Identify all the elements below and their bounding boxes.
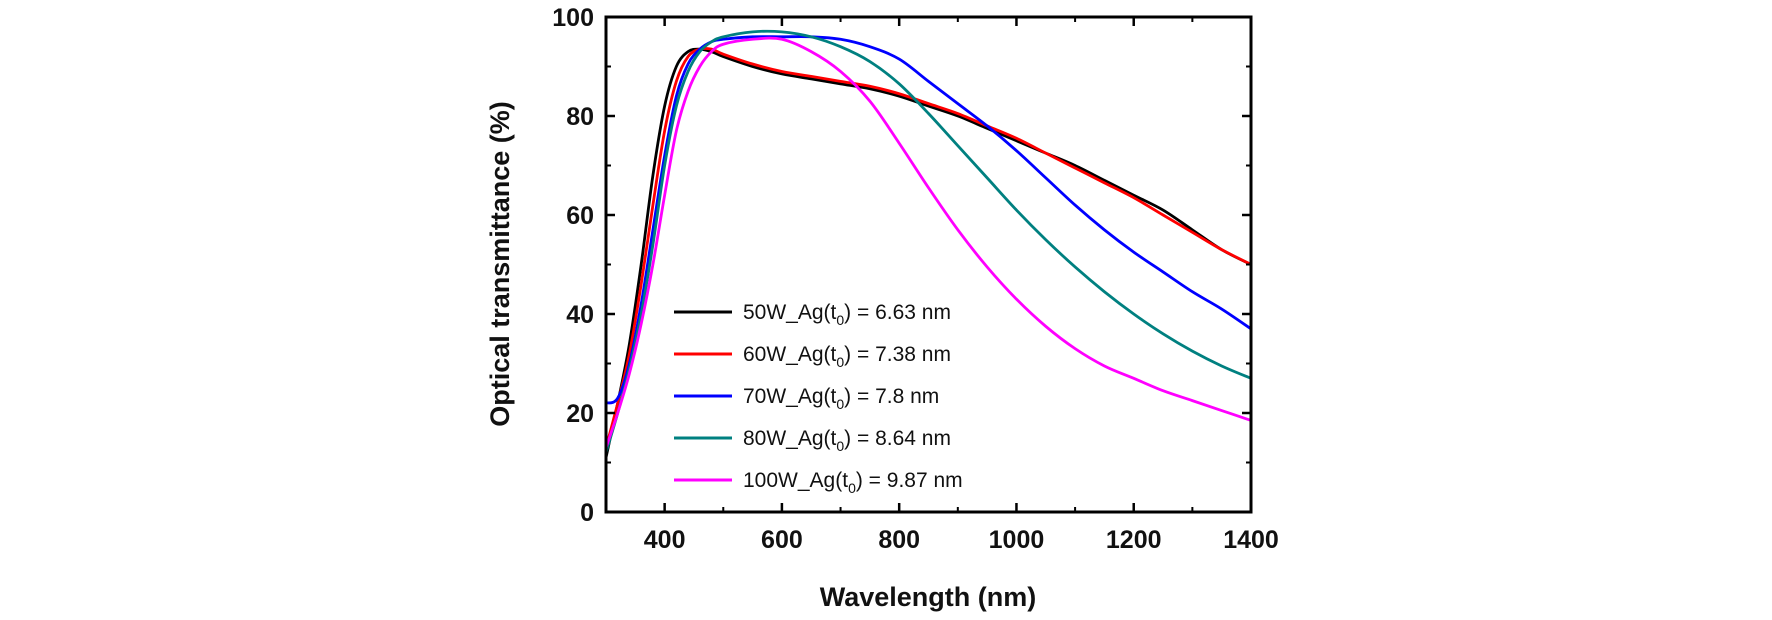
y-tick-label: 100 bbox=[552, 4, 594, 32]
legend-label-subscript: 0 bbox=[836, 396, 844, 412]
legend-label: 50W_Ag(t0) = 6.63 nm bbox=[743, 301, 951, 328]
legend-label-prefix: 60W_Ag(t bbox=[743, 343, 837, 366]
legend-label-suffix: ) = 7.38 nm bbox=[844, 343, 951, 366]
legend-label: 80W_Ag(t0) = 8.64 nm bbox=[743, 427, 951, 454]
y-tick-label: 40 bbox=[566, 301, 594, 329]
legend-label: 70W_Ag(t0) = 7.8 nm bbox=[743, 385, 939, 412]
legend-label-prefix: 70W_Ag(t bbox=[743, 385, 837, 408]
legend-label-subscript: 0 bbox=[836, 312, 844, 328]
series-layer bbox=[604, 29, 1252, 458]
y-tick-label: 0 bbox=[580, 499, 594, 527]
y-tick-label: 80 bbox=[566, 103, 594, 131]
legend-label-suffix: ) = 6.63 nm bbox=[844, 301, 951, 324]
y-axis-title: Optical transmittance (%) bbox=[485, 101, 515, 427]
x-tick-label: 400 bbox=[644, 526, 686, 554]
x-tick-label: 1200 bbox=[1106, 526, 1162, 554]
x-tick-label: 1400 bbox=[1223, 526, 1279, 554]
x-axis-title: Wavelength (nm) bbox=[820, 582, 1037, 612]
legend-label-prefix: 50W_Ag(t bbox=[743, 301, 837, 324]
series-line-4 bbox=[604, 36, 1252, 449]
y-tick-label: 20 bbox=[566, 400, 594, 428]
series-line-1 bbox=[604, 47, 1252, 449]
series-line-3 bbox=[604, 29, 1252, 453]
legend-label: 100W_Ag(t0) = 9.87 nm bbox=[743, 469, 963, 496]
legend-label-suffix: ) = 9.87 nm bbox=[856, 469, 963, 492]
series-line-0 bbox=[604, 47, 1252, 458]
axes-layer: 400 600 800 1000 1200 1400 0 20 40 60 80 100 bbox=[552, 4, 1279, 554]
legend-label-subscript: 0 bbox=[836, 354, 844, 370]
y-tick-label: 60 bbox=[566, 202, 594, 230]
x-tick-label: 800 bbox=[878, 526, 920, 554]
x-tick-label: 1000 bbox=[989, 526, 1045, 554]
legend-label-prefix: 80W_Ag(t bbox=[743, 427, 837, 450]
series-line-2 bbox=[605, 35, 1252, 405]
x-tick-label: 600 bbox=[761, 526, 803, 554]
legend-label: 60W_Ag(t0) = 7.38 nm bbox=[743, 343, 951, 370]
legend-label-prefix: 100W_Ag(t bbox=[743, 469, 848, 492]
legend-label-subscript: 0 bbox=[836, 438, 844, 454]
legend-label-suffix: ) = 8.64 nm bbox=[844, 427, 951, 450]
legend-label-suffix: ) = 7.8 nm bbox=[844, 385, 939, 408]
legend-label-subscript: 0 bbox=[848, 480, 856, 496]
